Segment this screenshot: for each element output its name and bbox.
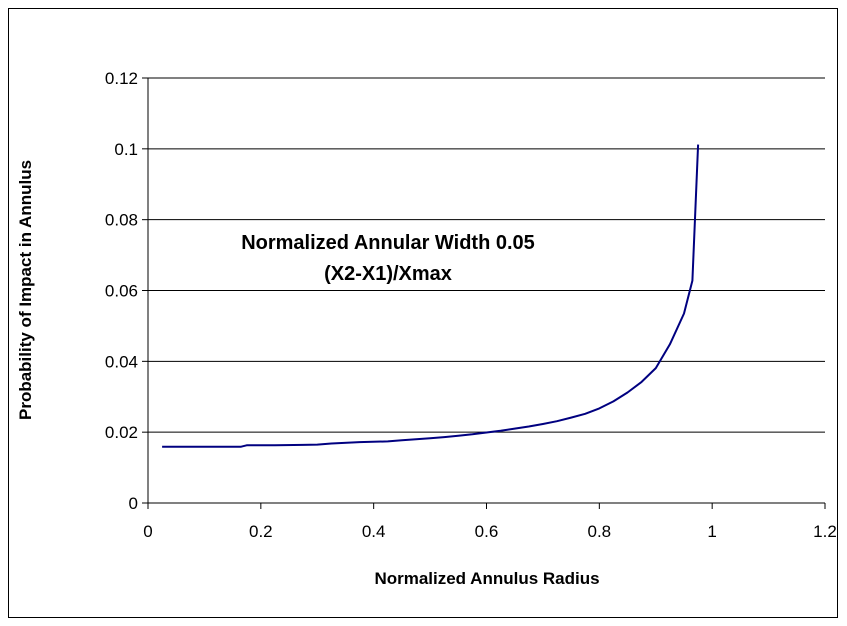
x-axis-title: Normalized Annulus Radius	[374, 569, 599, 588]
x-tick-label: 0	[143, 522, 152, 541]
x-tick-label: 0.8	[588, 522, 612, 541]
x-tick-label: 0.6	[475, 522, 499, 541]
y-tick-label: 0.06	[105, 282, 138, 301]
gridlines	[148, 77, 825, 433]
y-tick-label: 0.12	[105, 69, 138, 88]
y-tick-label: 0.04	[105, 352, 138, 371]
annotation-line-2: (X2-X1)/Xmax	[324, 263, 452, 285]
y-tick-label: 0.1	[114, 140, 138, 159]
x-tick-label: 0.4	[362, 522, 386, 541]
axes	[142, 77, 826, 509]
series-line	[162, 144, 700, 448]
x-tick-label: 1	[707, 522, 716, 541]
x-tick-labels: 0 0.2 0.4 0.6 0.8 1 1.2	[143, 522, 837, 541]
chart-frame	[8, 8, 838, 618]
series-layer	[162, 144, 700, 448]
y-axis-title: Probability of Impact in Annulus	[16, 160, 35, 420]
y-tick-label: 0	[129, 494, 138, 513]
annotation-line-1: Normalized Annular Width 0.05	[241, 232, 535, 254]
y-tick-label: 0.08	[105, 211, 138, 230]
y-tick-labels: 0 0.02 0.04 0.06 0.08 0.1 0.12	[105, 69, 138, 513]
x-tick-label: 1.2	[813, 522, 837, 541]
y-tick-label: 0.02	[105, 423, 138, 442]
x-tick-label: 0.2	[249, 522, 273, 541]
